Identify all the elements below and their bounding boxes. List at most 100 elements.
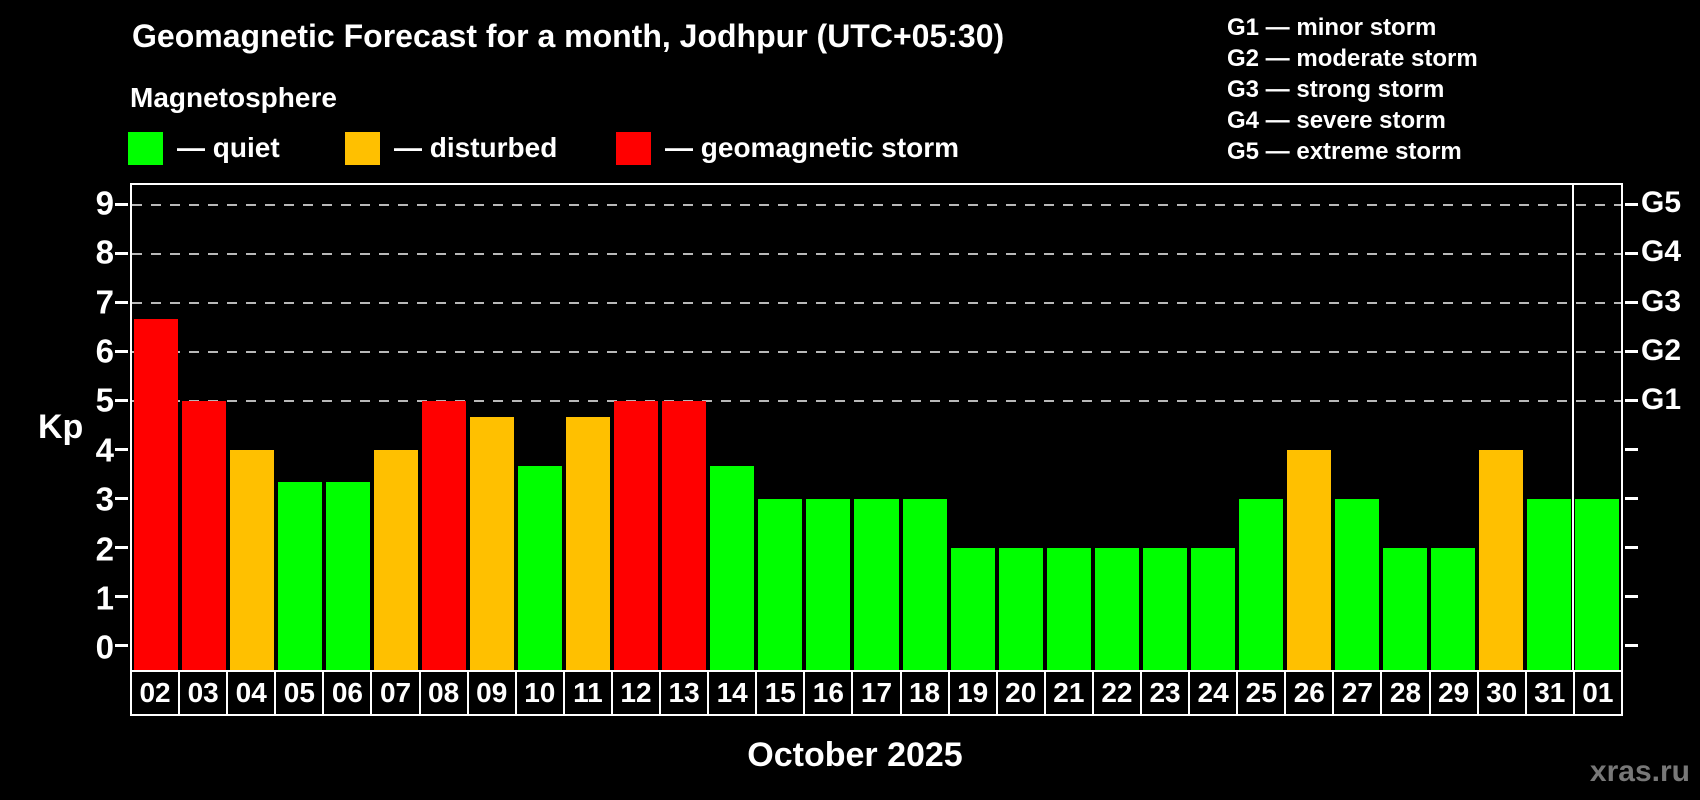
kp-tick-label-8: 8: [95, 233, 114, 271]
month-separator-line: [1571, 185, 1574, 670]
storm-scale-line-g1: G1 — minor storm: [1227, 14, 1437, 41]
storm-scale-line-g2: G2 — moderate storm: [1227, 45, 1478, 72]
bar-day-20: [998, 547, 1043, 670]
bar-day-14: [710, 465, 755, 670]
gridline-kp-8: [132, 252, 1621, 255]
left-tick-kp-3: [115, 497, 128, 501]
kp-status-legend: — quiet — disturbed — geomagnetic storm: [0, 130, 1100, 170]
bar-day-30: [1478, 449, 1523, 670]
day-label-20: 20: [995, 670, 1046, 716]
disturbed-label: — disturbed: [394, 132, 558, 163]
left-tick-kp-2: [115, 546, 128, 550]
day-label-21: 21: [1043, 670, 1094, 716]
day-label-13: 13: [659, 670, 710, 716]
day-label-16: 16: [803, 670, 854, 716]
storm-label: — geomagnetic storm: [665, 132, 960, 163]
bar-day-25: [1238, 498, 1283, 670]
day-label-01: 01: [1572, 670, 1623, 716]
day-label-04: 04: [226, 670, 277, 716]
left-tick-kp-8: [115, 252, 128, 256]
g-axis-label-g2: G2: [1641, 333, 1682, 367]
day-label-10: 10: [514, 670, 565, 716]
bar-day-26: [1286, 449, 1331, 670]
right-tick-kp-3: [1625, 497, 1638, 501]
bar-day-03: [182, 400, 227, 670]
day-label-29: 29: [1428, 670, 1479, 716]
bar-day-12: [614, 400, 659, 670]
kp-tick-label-4: 4: [95, 431, 114, 469]
bar-day-11: [566, 416, 611, 670]
day-label-17: 17: [851, 670, 902, 716]
bar-day-07: [374, 449, 419, 670]
left-tick-kp-7: [115, 301, 128, 305]
bar-day-08: [422, 400, 467, 670]
plot-area: [115, 183, 1638, 672]
right-tick-kp-7: [1625, 301, 1638, 305]
chart-title: Geomagnetic Forecast for a month, Jodhpu…: [132, 18, 1005, 54]
bar-day-04: [230, 449, 275, 670]
g-axis-label-g3: G3: [1641, 284, 1682, 318]
storm-scale-line-g5: G5 — extreme storm: [1227, 138, 1462, 165]
g-axis-label-g1: G1: [1641, 383, 1682, 417]
day-label-03: 03: [178, 670, 229, 716]
bar-day-21: [1046, 547, 1091, 670]
kp-tick-label-2: 2: [95, 530, 114, 568]
g-scale-axis-labels: G1 G2 G3 G4 G5: [1641, 183, 1700, 672]
day-label-28: 28: [1380, 670, 1431, 716]
left-tick-kp-9: [115, 203, 128, 207]
bar-day-10: [518, 465, 563, 670]
left-tick-kp-0: [115, 644, 128, 648]
bar-day-09: [470, 416, 515, 670]
bar-day-18: [902, 498, 947, 670]
bar-day-01: [1574, 498, 1619, 670]
right-tick-kp-1: [1625, 595, 1638, 599]
month-label: October 2025: [747, 736, 963, 774]
disturbed-color-swatch: [345, 131, 380, 165]
right-tick-kp-4: [1625, 448, 1638, 452]
right-tick-kp-8: [1625, 252, 1638, 256]
storm-scale-line-g4: G4 — severe storm: [1227, 107, 1446, 134]
day-label-31: 31: [1524, 670, 1575, 716]
right-tick-kp-9: [1625, 203, 1638, 207]
day-label-06: 06: [322, 670, 373, 716]
quiet-label: — quiet: [177, 132, 280, 163]
bar-day-29: [1430, 547, 1475, 670]
kp-tick-label-5: 5: [95, 381, 114, 419]
day-label-25: 25: [1236, 670, 1287, 716]
g-axis-label-g4: G4: [1641, 235, 1682, 269]
bar-day-22: [1094, 547, 1139, 670]
storm-color-swatch: [616, 131, 651, 165]
day-label-05: 05: [274, 670, 325, 716]
day-label-22: 22: [1091, 670, 1142, 716]
bar-day-19: [950, 547, 995, 670]
kp-tick-label-0: 0: [95, 628, 114, 666]
bar-day-16: [806, 498, 851, 670]
left-tick-kp-4: [115, 448, 128, 452]
day-labels-row: 02 03 04 05 06 07 08 09 10 11 12 13 14 15 16 17 18 19 20 21…: [130, 670, 1623, 716]
day-label-14: 14: [707, 670, 758, 716]
day-label-18: 18: [899, 670, 950, 716]
bar-day-02: [134, 318, 179, 670]
right-tick-kp-0: [1625, 644, 1638, 648]
day-label-27: 27: [1332, 670, 1383, 716]
bar-day-17: [854, 498, 899, 670]
bar-day-28: [1382, 547, 1427, 670]
day-label-12: 12: [610, 670, 662, 716]
bar-day-13: [662, 400, 707, 670]
bar-day-24: [1190, 547, 1235, 670]
storm-scale-line-g3: G3 — strong storm: [1227, 76, 1445, 103]
bar-day-06: [326, 482, 371, 670]
left-tick-kp-1: [115, 595, 128, 599]
magnetosphere-label: Magnetosphere: [130, 82, 337, 113]
kp-tick-label-1: 1: [95, 579, 114, 617]
bar-day-27: [1334, 498, 1379, 670]
kp-axis-label: Kp: [38, 408, 84, 446]
gridline-kp-7: [132, 301, 1621, 304]
day-label-15: 15: [755, 670, 806, 716]
day-label-30: 30: [1476, 670, 1527, 716]
right-tick-kp-6: [1625, 350, 1638, 354]
storm-scale-legend: G1 — minor storm G2 — moderate storm G3 — …: [1227, 12, 1478, 167]
left-tick-kp-6: [115, 350, 128, 354]
kp-tick-label-9: 9: [95, 184, 114, 222]
g-axis-label-g5: G5: [1641, 185, 1682, 219]
